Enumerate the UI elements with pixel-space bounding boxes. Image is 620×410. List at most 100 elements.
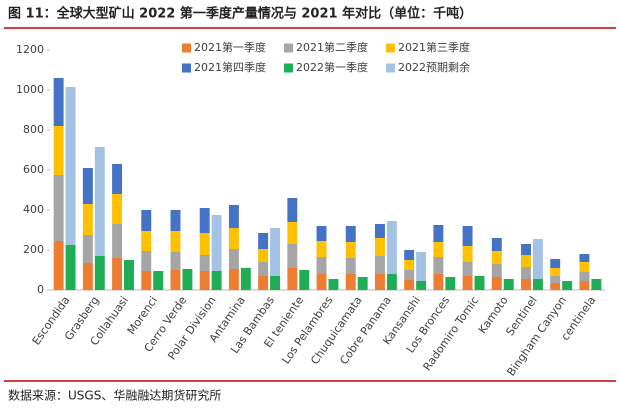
bar-segment: [211, 271, 222, 290]
bar-segment: [550, 283, 561, 290]
bar-segment: [112, 224, 123, 258]
bar-segment: [550, 268, 561, 276]
bar-segment: [591, 279, 602, 290]
bar-segment: [345, 226, 356, 242]
legend-label: 2021第三季度: [398, 40, 470, 54]
bar-segment: [65, 87, 76, 245]
bar-segment: [316, 241, 327, 257]
legend-swatch: [182, 63, 191, 73]
bar-segment: [462, 262, 473, 276]
bar-segment: [462, 276, 473, 290]
bar-segment: [270, 276, 281, 290]
bar-segment: [258, 249, 269, 262]
bar-segment: [228, 205, 239, 228]
bar-segment: [357, 277, 368, 290]
bar-segment: [141, 251, 152, 271]
legend-label: 2021第四季度: [194, 60, 266, 74]
bar-segment: [579, 254, 590, 262]
bar-segment: [258, 276, 269, 290]
bar-segment: [491, 264, 502, 277]
bar-segment: [228, 228, 239, 249]
bar-segment: [462, 246, 473, 262]
bar-segment: [170, 210, 181, 231]
bar-segment: [170, 270, 181, 290]
bar-segment: [491, 277, 502, 290]
legend-label: 2021第一季度: [194, 40, 266, 54]
y-tick-label: 400: [23, 203, 44, 216]
bar-segment: [141, 231, 152, 251]
bar-segment: [182, 269, 193, 290]
bar-segment: [141, 210, 152, 231]
y-tick-label: 0: [37, 283, 44, 296]
bar-segment: [287, 222, 298, 244]
legend-label: 2022第一季度: [296, 60, 368, 74]
bar-segment: [462, 226, 473, 246]
bar-segment: [199, 233, 210, 255]
legend-label: 2022预期剩余: [398, 60, 470, 74]
bar-segment: [491, 251, 502, 264]
bar-segment: [170, 252, 181, 270]
bar-segment: [53, 241, 64, 290]
bar-segment: [491, 238, 502, 251]
bar-segment: [228, 249, 239, 269]
bar-segment: [199, 208, 210, 233]
bar-segment: [550, 259, 561, 268]
bar-segment: [299, 270, 310, 290]
bar-segment: [374, 274, 385, 290]
y-tick-label: 600: [23, 163, 44, 176]
bar-segment: [374, 238, 385, 256]
bar-segment: [199, 255, 210, 271]
bar-segment: [199, 271, 210, 290]
bar-segment: [345, 258, 356, 274]
bar-segment: [579, 262, 590, 272]
bar-segment: [258, 262, 269, 276]
bar-segment: [404, 250, 415, 260]
bar-segment: [112, 164, 123, 194]
y-tick-label: 1200: [16, 43, 44, 56]
bar-segment: [386, 274, 397, 290]
bar-segment: [445, 277, 456, 290]
legend-swatch: [386, 63, 395, 73]
bar-segment: [287, 268, 298, 290]
bar-segment: [82, 263, 93, 290]
bar-segment: [258, 233, 269, 249]
bar-segment: [270, 228, 281, 276]
bar-segment: [503, 279, 514, 290]
bar-segment: [404, 260, 415, 270]
bar-segment: [82, 235, 93, 263]
bar-segment: [316, 226, 327, 241]
bar-segment: [416, 281, 427, 290]
bar-segment: [521, 244, 531, 255]
bar-segment: [112, 194, 123, 224]
y-tick-label: 200: [23, 243, 44, 256]
bar-segment: [94, 147, 105, 256]
bar-segment: [124, 260, 134, 290]
bar-segment: [433, 257, 444, 274]
bar-segment: [521, 267, 531, 279]
bar-segment: [53, 126, 64, 175]
bar-segment: [416, 252, 427, 281]
legend-swatch: [386, 43, 395, 53]
bar-segment: [141, 271, 152, 290]
bar-segment: [82, 168, 93, 204]
bar-segment: [82, 204, 93, 235]
bar-segment: [532, 239, 543, 279]
bar-segment: [521, 279, 531, 290]
bar-segment: [65, 245, 76, 290]
bar-segment: [240, 268, 251, 290]
bar-segment: [228, 269, 239, 290]
bar-segment: [562, 281, 573, 290]
bar-segment: [474, 276, 485, 290]
source: 数据来源：USGS、华融融达期货研究所: [8, 388, 221, 403]
bar-segment: [287, 244, 298, 268]
bar-segment: [532, 279, 543, 290]
bar-segment: [345, 274, 356, 290]
y-tick-label: 800: [23, 123, 44, 136]
bar-segment: [374, 256, 385, 274]
y-tick-label: 1000: [16, 83, 44, 96]
bar-segment: [211, 215, 222, 271]
bar-segment: [287, 198, 298, 222]
bar-segment: [316, 274, 327, 290]
x-tick-label: Escondida: [30, 294, 73, 347]
bar-segment: [521, 255, 531, 267]
